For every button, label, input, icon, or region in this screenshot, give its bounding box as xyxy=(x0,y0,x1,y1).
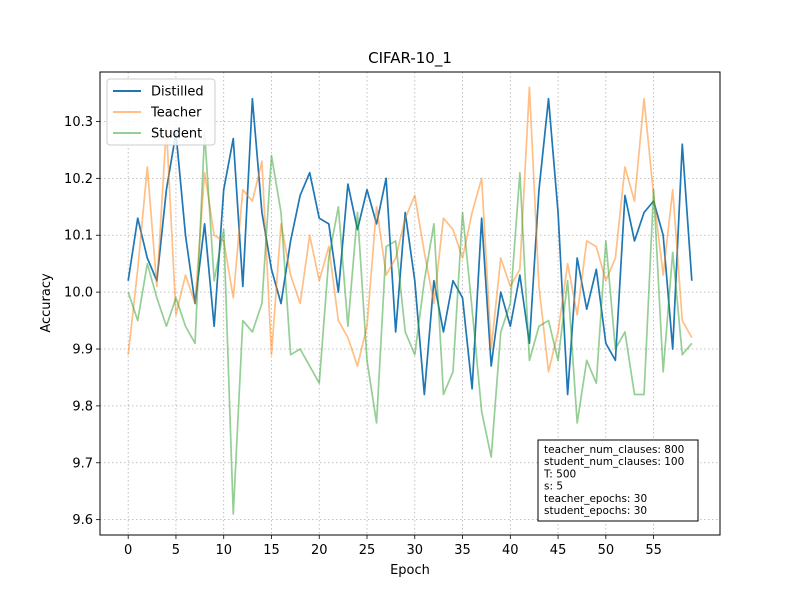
y-tick-label: 9.6 xyxy=(72,513,93,528)
info-line: teacher_num_clauses: 800 xyxy=(544,444,684,456)
legend-label-teacher: Teacher xyxy=(150,106,202,121)
y-tick-label: 9.9 xyxy=(72,343,93,358)
x-tick-label: 45 xyxy=(550,543,567,558)
info-line: student_epochs: 30 xyxy=(544,505,647,517)
y-tick-label: 10.0 xyxy=(64,286,93,301)
legend-label-distilled: Distilled xyxy=(151,85,204,100)
x-tick-label: 20 xyxy=(311,543,328,558)
x-tick-label: 35 xyxy=(454,543,471,558)
legend-label-student: Student xyxy=(151,127,202,142)
x-axis-ticks: 0 5 10 15 20 25 30 35 40 45 50 55 xyxy=(124,535,662,558)
series-line-distilled xyxy=(127,97,693,396)
info-box-frame xyxy=(537,439,699,522)
x-tick-label: 15 xyxy=(263,543,280,558)
series-line-student xyxy=(127,132,693,515)
y-axis-ticks: 9.6 9.7 9.8 9.9 10.0 10.1 10.2 10.3 xyxy=(64,115,100,528)
y-tick-label: 9.7 xyxy=(72,456,93,471)
x-tick-label: 30 xyxy=(407,543,424,558)
y-tick-label: 10.1 xyxy=(64,229,93,244)
x-tick-label: 50 xyxy=(598,543,615,558)
info-line: T: 500 xyxy=(543,468,576,480)
x-axis-label: Epoch xyxy=(390,563,430,578)
legend-box xyxy=(106,78,216,146)
info-line: student_num_clauses: 100 xyxy=(544,456,684,468)
x-tick-label: 5 xyxy=(172,543,180,558)
x-tick-label: 25 xyxy=(359,543,376,558)
plot-frame xyxy=(99,71,721,536)
x-tick-label: 40 xyxy=(502,543,519,558)
chart-title: CIFAR-10_1 xyxy=(368,49,452,68)
y-tick-label: 10.3 xyxy=(64,115,93,130)
y-tick-label: 10.2 xyxy=(64,172,93,187)
info-line: s: 5 xyxy=(544,481,563,493)
info-line: teacher_epochs: 30 xyxy=(544,493,647,505)
x-tick-label: 55 xyxy=(645,543,662,558)
series-lines xyxy=(127,86,693,515)
y-tick-label: 9.8 xyxy=(72,399,93,414)
x-tick-label: 0 xyxy=(124,543,132,558)
legend: Distilled Teacher Student xyxy=(106,78,216,146)
y-axis-label: Accuracy xyxy=(39,273,54,333)
parameter-info-box: teacher_num_clauses: 800student_num_clau… xyxy=(537,439,699,522)
grid-lines xyxy=(100,72,720,535)
x-tick-label: 10 xyxy=(215,543,232,558)
